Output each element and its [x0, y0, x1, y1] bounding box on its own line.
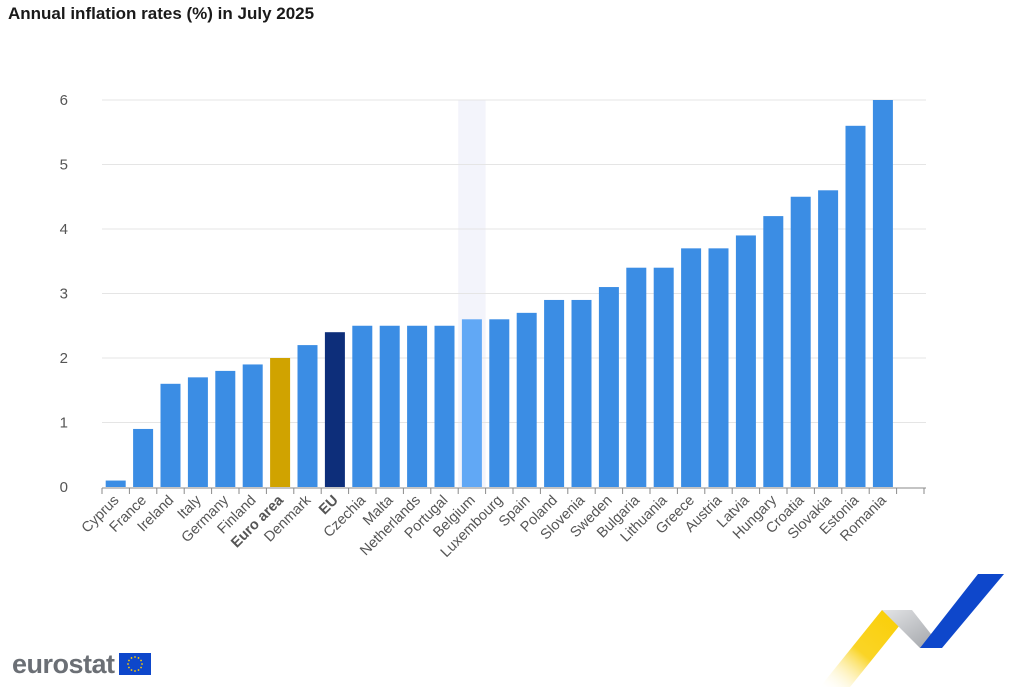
bar-croatia[interactable] [790, 196, 811, 487]
y-tick-label: 3 [60, 286, 68, 303]
bar-greece[interactable] [681, 248, 702, 487]
flag-star [140, 663, 143, 665]
bar-estonia[interactable] [845, 125, 866, 488]
bar-ireland[interactable] [160, 383, 181, 487]
flag-star [127, 666, 130, 669]
chart-title: Annual inflation rates (%) in July 2025 [8, 4, 315, 23]
flag-star [133, 670, 136, 672]
eurostat-logo[interactable]: eurostat [12, 650, 151, 678]
flag-star [133, 656, 136, 658]
bar-slovenia[interactable] [571, 299, 592, 487]
bar-lithuania[interactable] [653, 267, 674, 487]
bar-italy[interactable] [187, 377, 208, 487]
bar-spain[interactable] [516, 312, 537, 487]
bar-denmark[interactable] [297, 345, 318, 487]
y-tick-label: 0 [60, 479, 68, 496]
eu-flag-icon [118, 653, 151, 675]
bar-belgium[interactable] [461, 319, 482, 487]
bar-euro-area[interactable] [270, 358, 291, 487]
y-tick-label: 5 [60, 157, 68, 174]
bar-finland[interactable] [242, 364, 263, 487]
bar-malta[interactable] [379, 325, 400, 487]
bar-czechia[interactable] [352, 325, 373, 487]
y-tick-label: 6 [60, 92, 68, 109]
y-tick-label: 1 [60, 415, 68, 432]
bar-slovakia[interactable] [818, 190, 839, 488]
bar-romania[interactable] [872, 100, 893, 487]
x-axis [101, 487, 926, 494]
flag-star [137, 669, 139, 671]
flag-star [127, 659, 130, 662]
bar-austria[interactable] [708, 248, 729, 487]
flag-star [130, 657, 132, 659]
eurostat-corner-decoration-icon [820, 574, 1004, 687]
bar-latvia[interactable] [735, 235, 756, 487]
bar-netherlands[interactable] [407, 325, 428, 487]
bar-poland[interactable] [544, 299, 565, 487]
bars [105, 100, 893, 488]
y-tick-label: 4 [60, 221, 68, 238]
bar-bulgaria[interactable] [626, 267, 647, 487]
bar-france[interactable] [133, 428, 154, 487]
flag-star [139, 659, 142, 662]
gridlines [102, 99, 926, 423]
flag-star [126, 663, 129, 665]
flag-star [137, 657, 139, 659]
bar-hungary[interactable] [763, 216, 784, 487]
bar-sweden[interactable] [598, 287, 619, 487]
bar-germany[interactable] [215, 370, 236, 487]
bar-portugal[interactable] [434, 325, 455, 487]
bar-eu[interactable] [324, 332, 345, 487]
x-tick-labels: CyprusFranceIrelandItalyGermanyFinlandEu… [79, 492, 891, 561]
bar-luxembourg[interactable] [489, 319, 510, 487]
bar-cyprus[interactable] [105, 480, 126, 487]
flag-star [139, 666, 142, 669]
logo-text: eurostat [12, 649, 115, 679]
flag-star [130, 669, 132, 671]
y-tick-labels: 0 1 2 3 4 5 6 [60, 92, 68, 496]
y-tick-label: 2 [60, 350, 68, 367]
